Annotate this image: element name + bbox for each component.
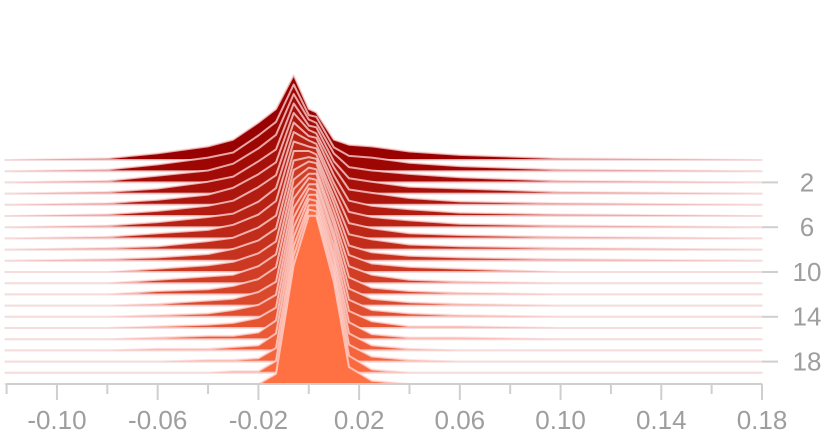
ridge [5, 83, 763, 173]
ridge [5, 131, 763, 229]
ridge [5, 150, 763, 251]
ridge [5, 172, 763, 296]
ridge [5, 177, 763, 307]
ridge [5, 198, 763, 352]
y2-tick-label: 2 [800, 167, 814, 197]
x-tick-label: -0.02 [229, 405, 288, 435]
x-tick-label: -0.10 [27, 405, 86, 435]
x-tick-label: 0.02 [334, 405, 385, 435]
x-tick-label: 0.10 [535, 405, 586, 435]
ridge [5, 74, 763, 161]
ridge [5, 187, 763, 329]
x-tick-label: 0.14 [636, 405, 687, 435]
ridge [5, 102, 763, 195]
y2-tick-label: 10 [793, 257, 822, 287]
y2-tick-label: 14 [793, 302, 822, 332]
y2-tick-label: 18 [793, 346, 822, 376]
ridge [5, 160, 763, 273]
ridge [5, 208, 763, 374]
y2-tick-label: 6 [800, 212, 814, 242]
x-tick-label: -0.06 [128, 405, 187, 435]
ridge [5, 166, 763, 285]
ridge [5, 204, 763, 363]
ridge [5, 112, 763, 206]
ridge [5, 121, 763, 217]
x-tick-label: 0.18 [737, 405, 788, 435]
ridge [5, 140, 763, 240]
ridge [5, 156, 763, 262]
ridge [5, 183, 763, 318]
ridge [5, 93, 763, 184]
ridge [5, 193, 763, 341]
x-tick-label: 0.06 [435, 405, 486, 435]
